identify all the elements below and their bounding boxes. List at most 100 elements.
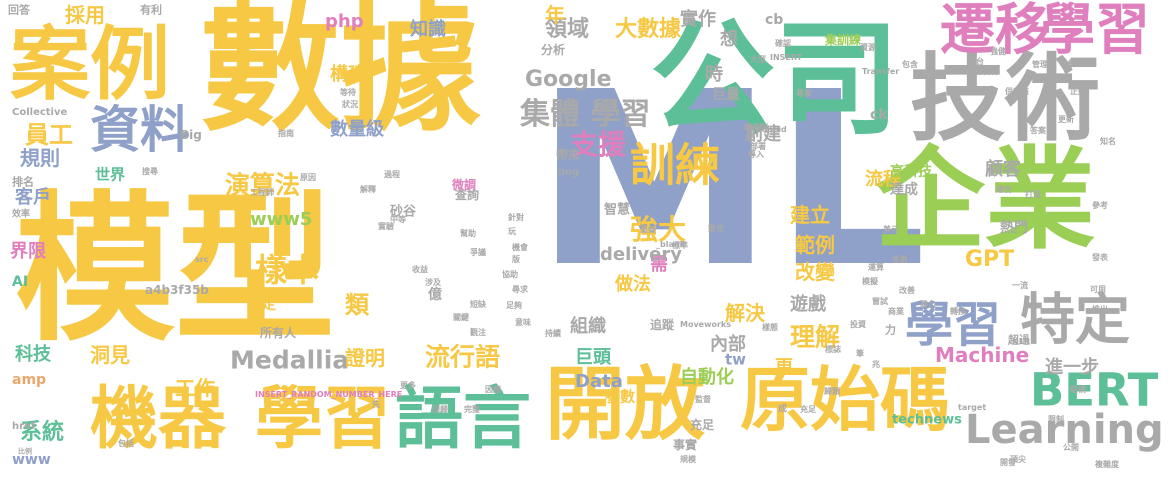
cloud-word: 嘗試 — [872, 297, 888, 306]
cloud-word: 尋求 — [512, 285, 528, 294]
cloud-word: 資料 — [90, 101, 190, 159]
cloud-word: 玩 — [508, 227, 516, 236]
cloud-word: 分析 — [541, 43, 566, 57]
cloud-word: 監督 — [695, 395, 711, 404]
cloud-word: 領域 — [545, 17, 590, 42]
cloud-word: 創建 — [745, 124, 781, 145]
cloud-word: ck — [870, 107, 888, 123]
cloud-word: 事實 — [673, 438, 698, 452]
cloud-word: 公開 — [1063, 443, 1079, 452]
cloud-word: 樣本 — [255, 251, 320, 289]
cloud-word: 實作 — [680, 9, 716, 30]
cloud-word: target — [958, 403, 987, 412]
cloud-word: AI — [12, 274, 29, 290]
cloud-word: 原始碼 — [740, 359, 950, 441]
cloud-word: 學習 — [905, 297, 1002, 353]
cloud-word: 過程 — [384, 170, 400, 179]
cloud-word: 暴力 — [920, 300, 936, 309]
cloud-word: 標誌 — [825, 345, 841, 354]
cloud-word: 遷移 — [940, 0, 1051, 62]
cloud-word: 樣態 — [762, 323, 778, 332]
cloud-word: Medallia — [230, 345, 350, 375]
cloud-word: 顧客 — [985, 159, 1021, 180]
cloud-word: 訓練 — [630, 138, 721, 192]
cloud-word: 界限 — [10, 241, 46, 262]
cloud-word: Data — [575, 371, 623, 392]
cloud-word: 收益 — [412, 265, 428, 274]
cloud-word: 發表 — [1092, 253, 1108, 262]
cloud-word: 幫助 — [460, 229, 476, 238]
cloud-word: INSERT_RANDOM_NUMBER_HERE — [255, 390, 403, 399]
cloud-word: 知名 — [1100, 137, 1116, 146]
cloud-word: 中等 — [390, 215, 406, 224]
cloud-word: zoneid — [757, 125, 787, 134]
cloud-word: 改善 — [899, 286, 915, 295]
cloud-word: 追蹤 — [650, 318, 675, 332]
cloud-word: 專家 — [796, 89, 812, 98]
cloud-word: 參數 — [605, 387, 636, 406]
cloud-word: src — [195, 255, 209, 264]
cloud-word: 工作 — [175, 376, 215, 400]
cloud-word: 指南 — [278, 129, 294, 138]
cloud-word: 學習 — [1040, 0, 1151, 62]
cloud-word: NLP — [1012, 337, 1030, 346]
cloud-word: 開放 — [545, 358, 705, 451]
cloud-word: Machine — [935, 343, 1030, 367]
cloud-word: 構建 — [330, 64, 366, 85]
cloud-word: 遊戲 — [790, 294, 826, 315]
cloud-word: 機器 — [90, 380, 227, 459]
cloud-word: 充足 — [800, 405, 816, 414]
cloud-word: 版 — [512, 255, 520, 264]
cloud-word: 限制 — [1048, 415, 1064, 424]
cloud-word: 原因 — [300, 173, 316, 182]
cloud-word: Transfer — [862, 67, 900, 76]
cloud-word: 推出 — [1092, 305, 1108, 314]
cloud-word: 公司 — [650, 7, 900, 153]
cloud-word: 正好 — [1070, 87, 1086, 96]
cloud-word: BERT — [1030, 363, 1159, 417]
cloud-word: 帶來 — [556, 148, 581, 162]
cloud-word: 做法 — [615, 274, 651, 295]
cloud-word: 平台 — [968, 57, 984, 66]
cloud-word: 更 — [775, 357, 793, 378]
cloud-word: 商業 — [888, 307, 904, 316]
cloud-word: Learning — [965, 407, 1164, 453]
cloud-word: 突破 — [258, 288, 283, 302]
cloud-word: 轉換 — [950, 307, 966, 316]
cloud-word: 完整 — [464, 405, 480, 414]
cloud-word: www — [12, 452, 51, 468]
cloud-word: 實驗 — [378, 222, 394, 231]
cloud-word: 投資 — [850, 320, 866, 329]
cloud-word: 集體 學習 — [520, 97, 651, 132]
cloud-word: a4b3f35b — [145, 283, 209, 297]
cloud-word: 解決 — [725, 301, 765, 325]
cloud-word: 回答 — [8, 3, 30, 17]
cloud-word: 採用 — [65, 3, 105, 27]
cloud-word: 強健 — [990, 47, 1006, 56]
cloud-word: 排名 — [12, 175, 34, 189]
cloud-word: 意味 — [515, 318, 531, 327]
cloud-word: Big — [180, 128, 202, 142]
cloud-word: 搜尋 — [142, 167, 158, 176]
cloud-word: 持續 — [545, 329, 561, 338]
cloud-word: 部署 — [750, 142, 766, 151]
cloud-word: 組織 — [570, 316, 606, 337]
cloud-word: 因應 — [485, 385, 501, 394]
cloud-word: 效率 — [12, 209, 31, 220]
cloud-word: 企業 — [875, 136, 1095, 264]
cloud-word: 涉及 — [425, 278, 441, 287]
cloud-word: 自動化 — [680, 367, 734, 388]
cloud-word: 資源 — [860, 43, 876, 52]
cloud-word: 大型 — [750, 55, 766, 64]
cloud-word: 模型 — [15, 176, 336, 363]
cloud-word: 開發 — [1000, 458, 1016, 467]
cloud-word: 需 — [650, 254, 668, 275]
cloud-word: 世界 — [95, 165, 126, 184]
cloud-word: 規模 — [680, 455, 696, 464]
cloud-word: Google — [525, 67, 612, 92]
cloud-word: 回歸 — [432, 405, 448, 414]
cloud-word: 流程 — [865, 169, 901, 190]
cloud-word: 管理 — [1032, 60, 1048, 69]
cloud-word: 系統 — [20, 420, 65, 445]
cloud-word: 歸類 — [824, 387, 840, 396]
